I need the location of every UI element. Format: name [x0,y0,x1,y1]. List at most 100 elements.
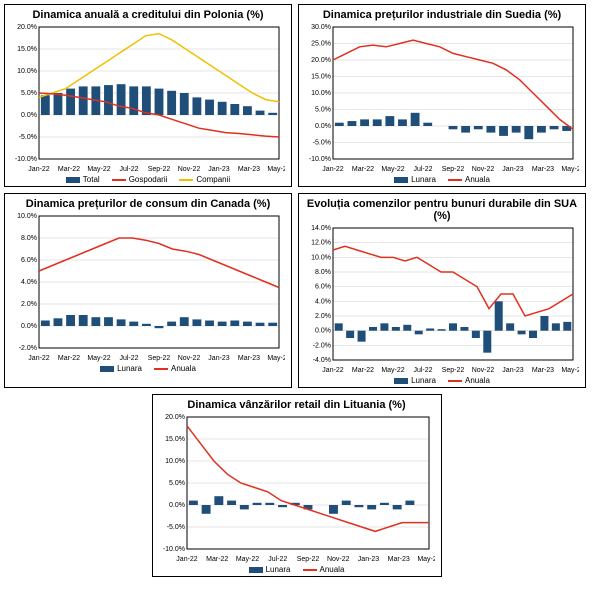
svg-text:Nov-22: Nov-22 [326,556,349,563]
svg-text:-4.0%: -4.0% [313,357,331,364]
bar [506,323,514,330]
bar [230,104,239,115]
legend-swatch-bar [394,177,408,183]
svg-text:Mar-22: Mar-22 [206,556,228,563]
bar [192,319,201,326]
bar [474,126,483,129]
svg-text:Mar-23: Mar-23 [238,166,260,173]
bar [278,505,287,507]
svg-text:May-22: May-22 [235,556,258,563]
bar [104,85,113,115]
panel-usa: Evoluția comenzilor pentru bunuri durabi… [298,193,586,388]
svg-text:0.0%: 0.0% [315,328,331,335]
bar [91,317,100,326]
bar [66,315,75,326]
bar [54,318,63,326]
svg-text:20.0%: 20.0% [311,57,331,64]
bar [360,119,369,126]
svg-text:-5.0%: -5.0% [166,524,184,531]
svg-text:0.0%: 0.0% [315,123,331,130]
svg-text:Sep-22: Sep-22 [442,367,465,374]
svg-text:14.0%: 14.0% [311,225,331,232]
bar [495,301,503,330]
svg-text:May-22: May-22 [87,355,110,362]
bar [369,327,377,331]
svg-text:May-23: May-23 [561,166,579,173]
svg-text:12.0%: 12.0% [311,240,331,247]
legend-item: Anuala [448,376,490,385]
chart-canada: -2.0%0.0%2.0%4.0%6.0%8.0%10.0%Jan-22Mar-… [9,212,287,362]
svg-text:Jul-22: Jul-22 [413,166,432,173]
svg-text:Mar-23: Mar-23 [532,367,554,374]
legend-item: Lunara [394,175,436,184]
svg-text:Mar-23: Mar-23 [238,355,260,362]
svg-text:Mar-22: Mar-22 [58,355,80,362]
svg-text:Mar-22: Mar-22 [352,367,374,374]
svg-text:8.0%: 8.0% [21,235,37,242]
svg-text:Jan-22: Jan-22 [28,166,50,173]
svg-text:-10.0%: -10.0% [309,156,331,163]
svg-text:Jul-22: Jul-22 [413,367,432,374]
bar [540,316,548,331]
svg-text:Nov-22: Nov-22 [178,355,201,362]
legend-swatch-line [112,179,126,181]
svg-text:15.0%: 15.0% [17,46,37,53]
chart-sweden: -10.0%-5.0%0.0%5.0%10.0%15.0%20.0%25.0%3… [303,23,581,173]
bar [167,91,176,115]
svg-text:Mar-22: Mar-22 [352,166,374,173]
svg-text:May-23: May-23 [417,556,435,563]
bar [41,95,50,115]
legend-swatch-bar [100,366,114,372]
bar [552,323,560,330]
svg-text:20.0%: 20.0% [17,24,37,31]
legend-label: Total [83,175,100,184]
legend-swatch-line [179,179,193,181]
svg-text:-10.0%: -10.0% [162,546,184,553]
bar [449,126,458,129]
bar [438,329,446,330]
bar [227,501,236,505]
svg-text:-10.0%: -10.0% [15,156,37,163]
svg-text:Jan-22: Jan-22 [28,355,50,362]
svg-text:10.0%: 10.0% [17,213,37,220]
svg-text:4.0%: 4.0% [315,298,331,305]
svg-text:25.0%: 25.0% [311,41,331,48]
bar [243,322,252,326]
svg-text:2.0%: 2.0% [21,301,37,308]
bar [392,505,401,509]
svg-text:-2.0%: -2.0% [19,345,37,352]
legend-item: Anuala [154,364,196,373]
bar [218,102,227,115]
svg-text:-5.0%: -5.0% [313,140,331,147]
svg-text:6.0%: 6.0% [315,284,331,291]
title-sweden: Dinamica prețurilor industriale din Sued… [303,9,581,21]
chart-usa: -4.0%-2.0%0.0%2.0%4.0%6.0%8.0%10.0%12.0%… [303,224,581,374]
svg-text:Jan-22: Jan-22 [322,166,344,173]
svg-text:Mar-22: Mar-22 [58,166,80,173]
legend-label: Lunara [117,364,142,373]
bar [201,505,210,514]
svg-text:Jan-23: Jan-23 [208,355,230,362]
bar [205,100,214,115]
bar [423,123,432,126]
legend-sweden: Lunara Anuala [303,175,581,184]
bar [563,322,571,331]
legend-item: Anuala [303,565,345,574]
bar [155,326,164,328]
bar [155,89,164,115]
svg-text:4.0%: 4.0% [21,279,37,286]
legend-swatch-line [303,569,317,571]
svg-text:Jul-22: Jul-22 [268,556,287,563]
line [187,426,429,532]
bar [192,97,201,115]
bar [256,111,265,115]
bar [104,317,113,326]
svg-text:Jan-23: Jan-23 [502,166,524,173]
svg-text:15.0%: 15.0% [165,436,185,443]
bar [385,116,394,126]
svg-text:Sep-22: Sep-22 [442,166,465,173]
legend-usa: LunaraAnuala [303,376,581,385]
legend-canada: Lunara Anuala [9,364,287,373]
bar [512,126,521,133]
legend-label: Anuala [465,175,490,184]
